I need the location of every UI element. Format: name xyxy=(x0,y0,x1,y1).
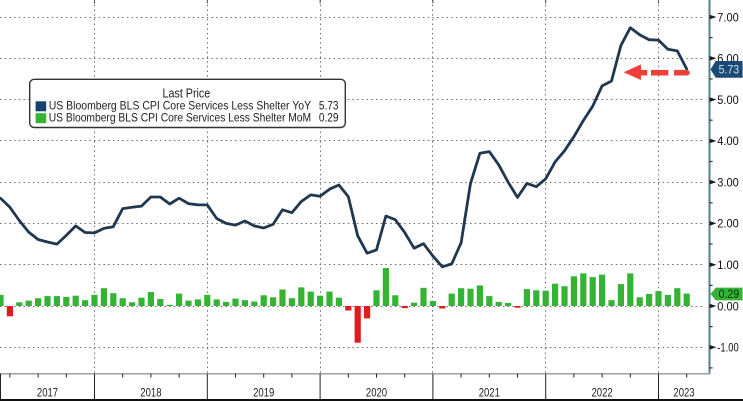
svg-text:0.29: 0.29 xyxy=(719,287,740,301)
svg-text:3.00: 3.00 xyxy=(717,175,739,189)
svg-text:2018: 2018 xyxy=(140,386,162,400)
svg-text:Last Price: Last Price xyxy=(163,86,211,100)
svg-text:2019: 2019 xyxy=(253,386,274,400)
svg-text:US Bloomberg BLS CPI Core Serv: US Bloomberg BLS CPI Core Services Less … xyxy=(49,111,311,125)
svg-text:2023: 2023 xyxy=(673,386,695,400)
svg-text:2.00: 2.00 xyxy=(717,217,739,231)
svg-text:-1.00: -1.00 xyxy=(717,341,739,355)
svg-text:0.29: 0.29 xyxy=(319,111,339,125)
svg-text:5.73: 5.73 xyxy=(719,63,740,77)
svg-text:2017: 2017 xyxy=(37,386,58,400)
svg-text:5.73: 5.73 xyxy=(319,98,339,112)
svg-text:2020: 2020 xyxy=(366,386,388,400)
svg-text:US Bloomberg BLS CPI Core Serv: US Bloomberg BLS CPI Core Services Less … xyxy=(49,98,312,112)
svg-text:4.00: 4.00 xyxy=(717,134,739,148)
svg-text:5.00: 5.00 xyxy=(717,93,739,107)
svg-text:7.00: 7.00 xyxy=(717,10,739,24)
svg-text:2021: 2021 xyxy=(479,386,500,400)
svg-text:0.00: 0.00 xyxy=(717,299,739,313)
svg-text:1.00: 1.00 xyxy=(717,258,739,272)
svg-text:2022: 2022 xyxy=(592,386,613,400)
